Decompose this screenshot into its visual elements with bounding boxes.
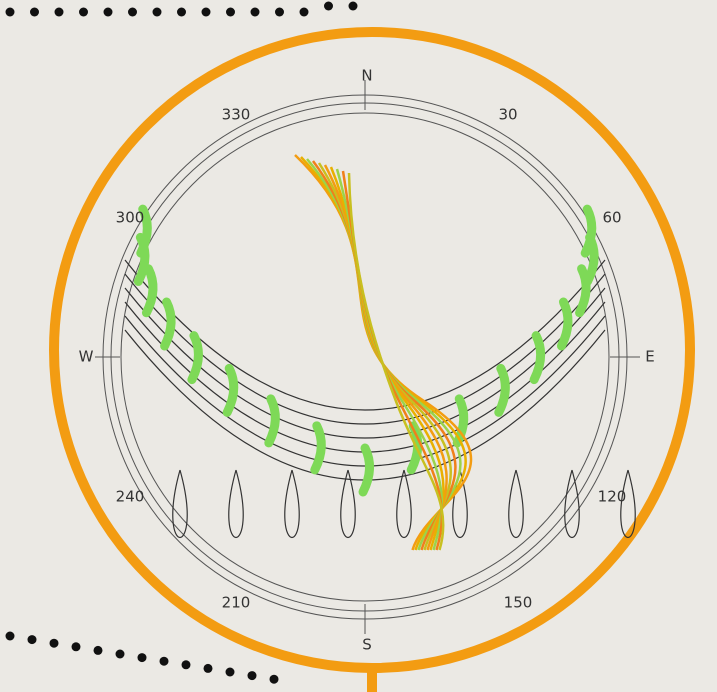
hour-marker bbox=[264, 394, 280, 448]
hour-marker bbox=[494, 363, 510, 417]
hour-markers bbox=[133, 204, 599, 497]
dot bbox=[201, 7, 211, 17]
analemma bbox=[620, 469, 636, 539]
dot bbox=[93, 645, 103, 655]
hour-marker bbox=[358, 443, 374, 497]
dot bbox=[152, 7, 162, 17]
bearing-label: 60 bbox=[602, 209, 621, 227]
analemma bbox=[172, 469, 188, 539]
dot bbox=[5, 7, 15, 17]
dot bbox=[269, 674, 279, 684]
dot bbox=[79, 7, 88, 17]
bearing-label: 240 bbox=[116, 488, 145, 506]
dot bbox=[27, 635, 37, 645]
hour-marker bbox=[222, 363, 239, 417]
sun-path bbox=[124, 315, 606, 467]
analemma bbox=[228, 469, 244, 539]
hour-marker bbox=[529, 331, 546, 385]
dot bbox=[247, 671, 257, 681]
hour-marker bbox=[187, 331, 203, 385]
dot bbox=[30, 7, 39, 17]
analemma bbox=[396, 469, 412, 539]
analemma bbox=[452, 469, 468, 539]
track bbox=[347, 172, 445, 551]
label-west: W bbox=[79, 348, 94, 366]
hour-marker bbox=[133, 232, 150, 286]
dot bbox=[250, 7, 260, 17]
analemma bbox=[508, 469, 524, 539]
dot bbox=[275, 7, 284, 17]
dot bbox=[103, 7, 113, 17]
label-east: E bbox=[645, 348, 654, 366]
bearing-label: 210 bbox=[222, 594, 251, 612]
label-south: S bbox=[362, 636, 372, 654]
dot bbox=[324, 1, 333, 11]
dot bbox=[203, 663, 213, 673]
dot bbox=[181, 660, 191, 670]
dot bbox=[226, 7, 235, 17]
dot bbox=[54, 7, 64, 17]
hour-marker bbox=[141, 264, 158, 318]
dot bbox=[159, 656, 169, 666]
diagram-frame bbox=[95, 80, 640, 634]
bearing-label: 330 bbox=[222, 106, 251, 124]
dot bbox=[115, 649, 125, 659]
highlight-ring bbox=[49, 27, 695, 673]
hour-marker bbox=[160, 297, 176, 351]
dot bbox=[5, 631, 15, 641]
hour-marker bbox=[556, 297, 573, 351]
hour-marker bbox=[310, 421, 326, 475]
analemma bbox=[340, 469, 356, 539]
analemma bbox=[284, 469, 300, 539]
dot bbox=[49, 638, 59, 648]
dot bbox=[299, 7, 309, 17]
bearing-label: 120 bbox=[598, 488, 627, 506]
bearing-label: 150 bbox=[504, 594, 533, 612]
dot bbox=[137, 653, 147, 663]
dot bbox=[71, 642, 81, 652]
analemma bbox=[564, 469, 580, 539]
hour-marker bbox=[580, 204, 597, 258]
dot bbox=[177, 7, 186, 17]
hour-marker bbox=[575, 264, 591, 318]
dot bbox=[128, 7, 137, 17]
bearing-label: 300 bbox=[116, 209, 145, 227]
label-north: N bbox=[361, 67, 372, 85]
bearing-label: 30 bbox=[498, 106, 517, 124]
dot bbox=[225, 667, 235, 677]
dot bbox=[348, 1, 358, 11]
tracks bbox=[294, 154, 473, 551]
decorative-dots bbox=[5, 1, 358, 684]
